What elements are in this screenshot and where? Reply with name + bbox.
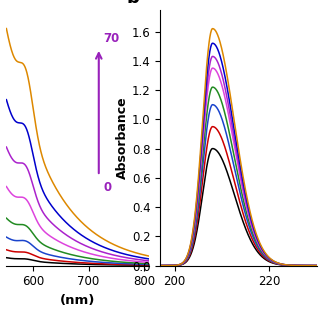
Text: 0: 0 bbox=[103, 181, 111, 194]
Y-axis label: Absorbance: Absorbance bbox=[116, 96, 129, 179]
X-axis label: (nm): (nm) bbox=[60, 294, 95, 307]
Text: 70: 70 bbox=[103, 32, 119, 45]
Text: b: b bbox=[126, 0, 139, 7]
